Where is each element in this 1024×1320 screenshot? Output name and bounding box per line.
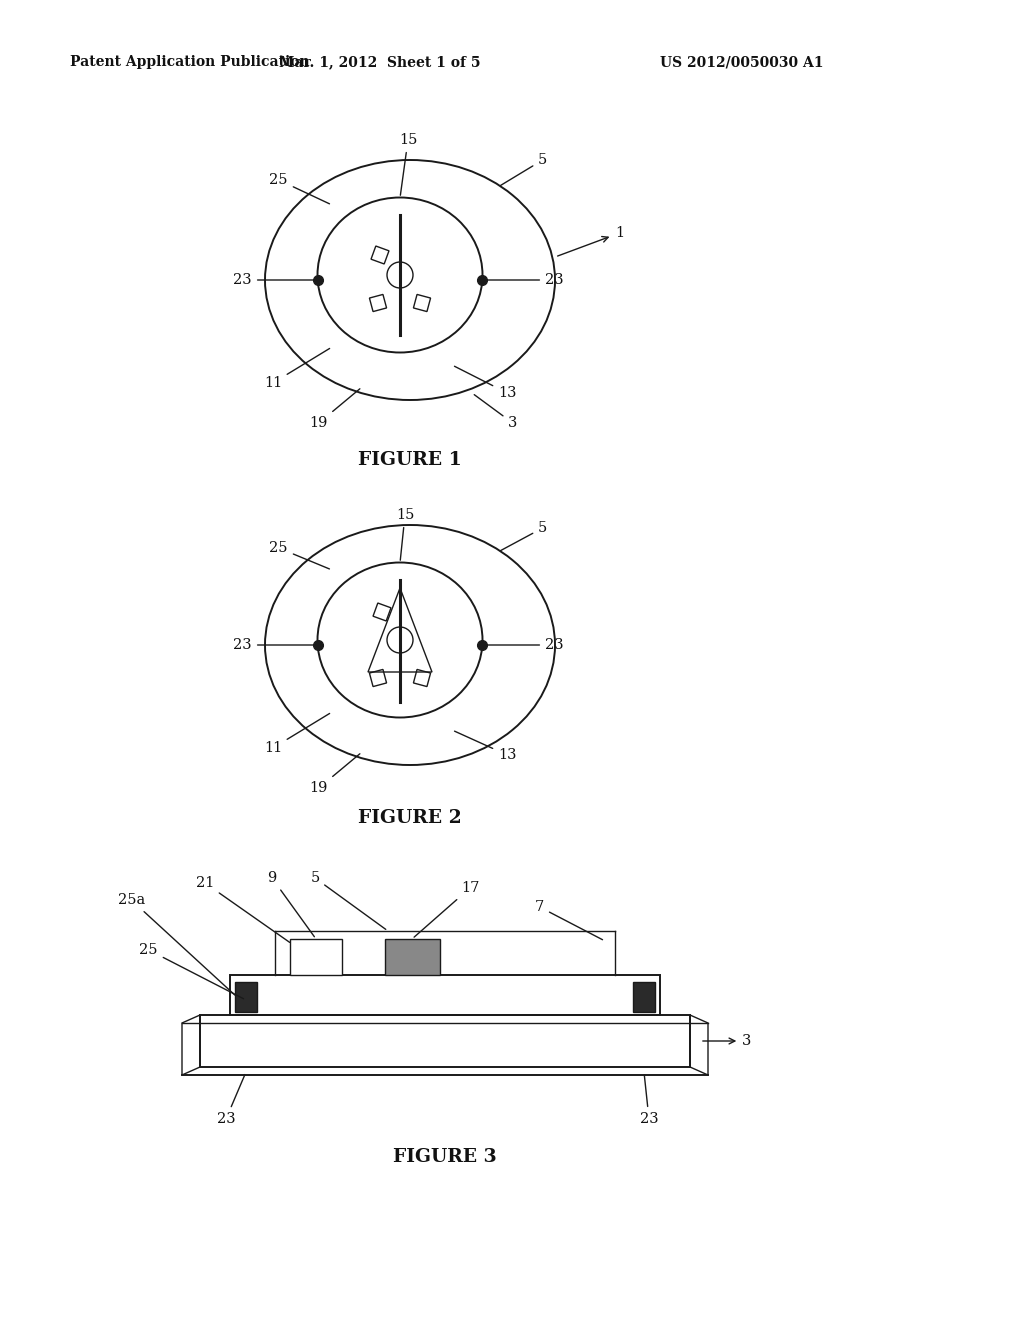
Text: 19: 19 [309,389,359,430]
Text: FIGURE 3: FIGURE 3 [393,1148,497,1166]
Text: 13: 13 [455,731,516,762]
Text: 13: 13 [455,366,516,400]
Text: 19: 19 [309,754,359,795]
Text: 23: 23 [484,638,563,652]
Text: Mar. 1, 2012  Sheet 1 of 5: Mar. 1, 2012 Sheet 1 of 5 [280,55,480,69]
Text: Patent Application Publication: Patent Application Publication [70,55,309,69]
Text: FIGURE 1: FIGURE 1 [358,451,462,469]
Text: 25: 25 [269,173,330,203]
Bar [290,939,342,975]
Text: 25: 25 [269,541,330,569]
Text: 9: 9 [267,871,314,937]
Text: 23: 23 [233,638,315,652]
Text: 1: 1 [558,226,624,256]
Text: US 2012/0050030 A1: US 2012/0050030 A1 [660,55,823,69]
Text: 5: 5 [501,521,547,550]
Text: 7: 7 [535,900,602,940]
Text: 15: 15 [396,508,414,560]
Polygon shape [234,982,257,1012]
Text: FIGURE 2: FIGURE 2 [358,809,462,828]
Bar [230,975,660,1015]
Text: 3: 3 [702,1034,752,1048]
Text: 25a: 25a [118,894,234,995]
Text: 23: 23 [640,1074,658,1126]
Text: 15: 15 [398,133,417,195]
Text: 23: 23 [217,1074,245,1126]
Text: 5: 5 [310,871,386,929]
Text: 5: 5 [501,153,547,186]
Text: 11: 11 [264,713,330,755]
Bar [200,1015,690,1067]
Polygon shape [633,982,655,1012]
Text: 3: 3 [474,395,517,430]
Text: 23: 23 [233,273,315,286]
Text: 11: 11 [264,348,330,389]
Text: 25: 25 [139,942,244,999]
Text: 17: 17 [414,880,479,937]
Bar [385,939,440,975]
Text: 21: 21 [196,876,290,942]
Text: 23: 23 [484,273,563,286]
